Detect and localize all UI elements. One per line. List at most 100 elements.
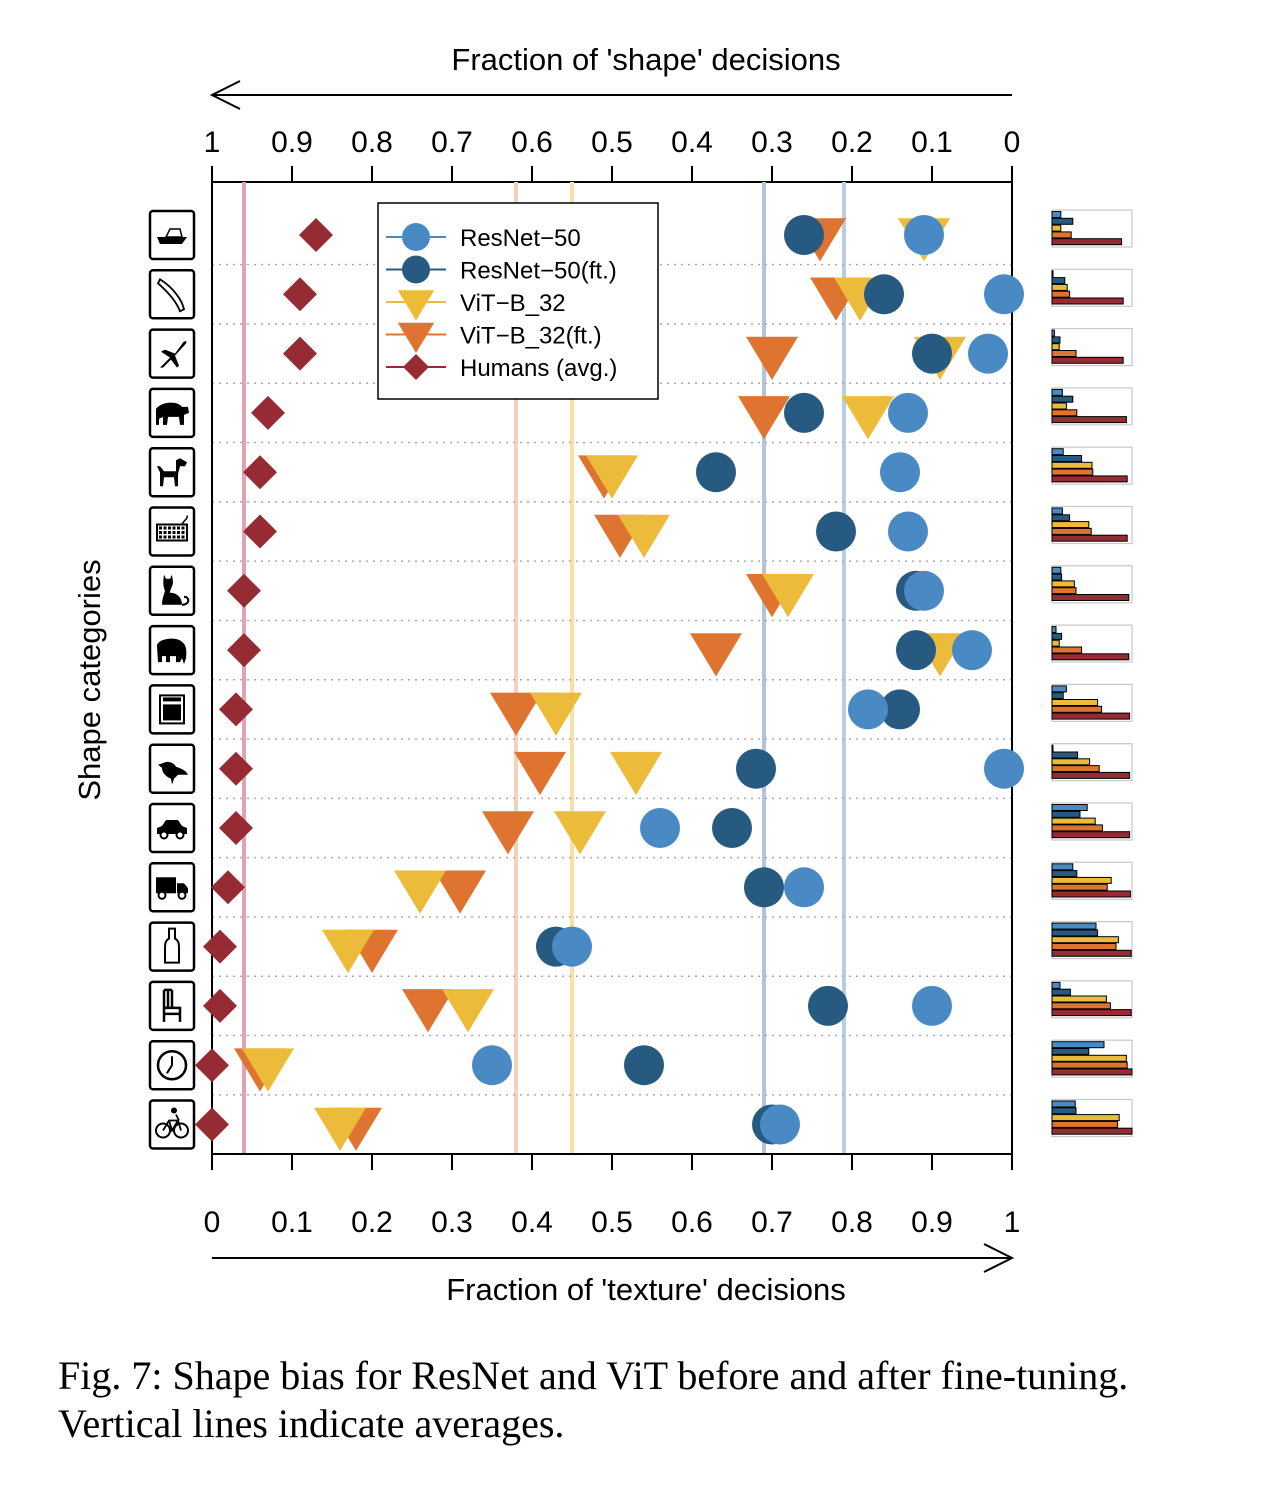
bottom-tick-label: 0.2 [351, 1206, 393, 1239]
mini-bars-truck [1051, 861, 1133, 900]
mini-bar [1051, 507, 1063, 515]
mini-bar [1051, 224, 1062, 232]
mini-bar [1051, 876, 1112, 884]
car-icon [148, 802, 196, 854]
mini-bar [1051, 771, 1131, 779]
mini-bars-elephant [1051, 624, 1133, 663]
marker-circle-elephant [952, 630, 992, 671]
mini-bar [1051, 949, 1132, 957]
marker-diamond-airplane [283, 336, 317, 371]
plot-frame [211, 182, 1013, 1154]
mini-bar [1051, 573, 1063, 581]
marker-circle-clock [472, 1045, 512, 1086]
bottom-axis: 0 0.1 0.2 0.3 0.4 0.5 0.6 0.7 0.8 0.9 1 [204, 1153, 1020, 1239]
top-axis: 1 0.9 0.8 0.7 0.6 0.5 0.4 0.3 0.2 0.1 0 [204, 126, 1021, 183]
legend-label: ResNet−50(ft.) [460, 258, 617, 285]
bottom-arrow-head [983, 1243, 1015, 1273]
mini-bar [1051, 1100, 1076, 1108]
mini-bar [1051, 514, 1071, 522]
legend-marker [402, 223, 430, 251]
boat-icon [148, 209, 196, 261]
marker-circle-car [712, 808, 752, 848]
mini-bar [1051, 936, 1119, 944]
marker-triangle-down-airplane [746, 336, 798, 380]
legend-label: ViT−B_32(ft.) [460, 323, 602, 350]
marker-diamond-car [219, 811, 253, 845]
mini-bar [1051, 981, 1061, 989]
mini-bar [1051, 744, 1054, 752]
marker-circle-chair [808, 985, 848, 1026]
mini-bar [1051, 639, 1060, 647]
mini-bar [1051, 231, 1072, 239]
mini-bar [1051, 448, 1064, 456]
mini-bars-bottle [1051, 920, 1133, 960]
legend-marker [397, 322, 435, 353]
mini-bar [1051, 521, 1090, 529]
marker-circle-oven [848, 689, 888, 730]
bottom-tick-label: 0.3 [431, 1206, 473, 1239]
marker-triangle-down-chair [442, 989, 494, 1033]
marker-triangle-down-bird [610, 751, 662, 796]
marker-diamond-bottle [203, 929, 237, 964]
mini-bar [1051, 1054, 1127, 1062]
mini-bar [1051, 534, 1128, 542]
marker-diamond-clock [195, 1048, 229, 1083]
mini-bar [1051, 395, 1074, 403]
bottom-tick-label: 0 [204, 1206, 221, 1239]
marker-diamond-bicycle [195, 1107, 229, 1142]
mini-bar [1051, 566, 1062, 574]
bird-icon [148, 743, 196, 794]
marker-triangle-down-oven [530, 692, 582, 736]
marker-circle-oven [880, 689, 920, 730]
top-tick-label: 0.6 [511, 126, 553, 159]
mini-bars-bird [1051, 743, 1133, 782]
mini-bar [1051, 475, 1128, 483]
legend-marker [397, 290, 435, 321]
mini-bars-clock [1051, 1039, 1133, 1078]
top-tick-label: 0 [1004, 126, 1021, 159]
marker-triangle-down-chair [402, 989, 454, 1033]
mini-bar [1051, 329, 1055, 337]
marker-circle-boat [784, 215, 824, 255]
mini-bars-cat [1051, 565, 1133, 604]
top-tick-label: 0.1 [911, 126, 953, 159]
mini-bar [1051, 943, 1117, 950]
mini-bar [1051, 211, 1062, 218]
mini-bars-chair [1051, 980, 1133, 1019]
mini-bar [1051, 238, 1123, 246]
mini-bar [1051, 632, 1063, 640]
mini-bar [1051, 1107, 1077, 1115]
marker-circle-airplane [968, 333, 1008, 374]
marker-triangle-down-car [482, 811, 534, 855]
bottom-axis-title: Fraction of 'texture' decisions [446, 1272, 846, 1307]
mini-bar [1051, 988, 1071, 996]
mini-bar [1051, 587, 1077, 595]
marker-circle-knife [864, 274, 904, 315]
mini-bar [1051, 297, 1124, 305]
mini-bar [1051, 1068, 1133, 1076]
mini-bars-boat [1051, 209, 1133, 248]
marker-circle-keyboard [888, 511, 928, 552]
mini-bar [1051, 922, 1097, 930]
elephant-icon [148, 624, 196, 676]
mini-bar [1051, 350, 1077, 357]
mini-bar [1051, 461, 1093, 469]
mini-bar [1051, 804, 1088, 811]
keyboard-icon [148, 506, 196, 557]
bottom-tick-label: 0.6 [671, 1206, 713, 1239]
mini-bar [1051, 356, 1124, 364]
marker-circle-bear [784, 392, 824, 433]
marker-circle-dog [880, 452, 920, 493]
top-tick-label: 0.2 [831, 126, 873, 159]
top-arrow-head [209, 80, 241, 110]
marker-circle-bear [888, 392, 928, 433]
marker-diamond-keyboard [243, 514, 277, 549]
marker-diamond-chair [203, 988, 237, 1023]
mini-bar [1051, 594, 1130, 601]
mini-bars-knife [1051, 268, 1133, 307]
mini-bar [1051, 270, 1054, 278]
marker-triangle-down-bear [842, 396, 894, 440]
marker-triangle-down-bottle [322, 929, 374, 973]
mini-bar [1051, 626, 1057, 634]
mini-bar [1051, 402, 1067, 410]
